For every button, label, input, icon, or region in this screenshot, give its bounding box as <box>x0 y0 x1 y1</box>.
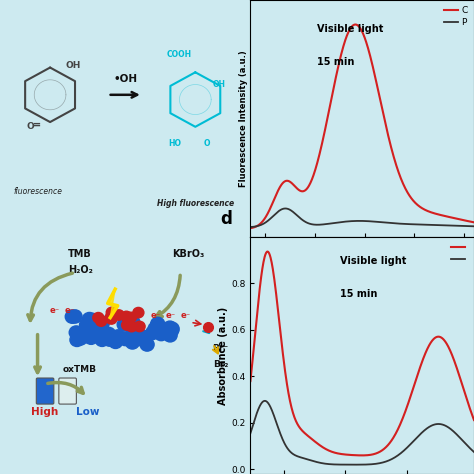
Circle shape <box>151 317 164 330</box>
Circle shape <box>154 328 168 341</box>
Polygon shape <box>108 289 118 318</box>
Circle shape <box>163 321 177 334</box>
Text: fluorescence: fluorescence <box>13 187 62 196</box>
Circle shape <box>84 331 98 345</box>
Circle shape <box>102 333 117 346</box>
Text: H₂O₂: H₂O₂ <box>68 265 92 275</box>
Circle shape <box>82 312 96 326</box>
Circle shape <box>146 326 160 339</box>
Text: O: O <box>204 138 210 147</box>
Circle shape <box>118 332 132 346</box>
Circle shape <box>80 328 93 341</box>
Text: d: d <box>221 210 233 228</box>
Circle shape <box>148 322 162 335</box>
Circle shape <box>133 308 144 318</box>
Circle shape <box>126 336 139 349</box>
Circle shape <box>78 328 92 341</box>
Text: Low: Low <box>76 407 100 417</box>
Circle shape <box>135 330 149 343</box>
Circle shape <box>109 335 123 348</box>
Circle shape <box>134 321 145 332</box>
Text: •OH: •OH <box>113 74 137 84</box>
FancyBboxPatch shape <box>36 378 54 404</box>
Circle shape <box>109 334 123 347</box>
Circle shape <box>140 338 154 351</box>
Circle shape <box>127 325 140 338</box>
Text: e⁻: e⁻ <box>165 310 175 319</box>
Circle shape <box>65 310 79 323</box>
Circle shape <box>96 316 107 326</box>
Circle shape <box>128 328 141 342</box>
Text: Visible light: Visible light <box>340 256 406 266</box>
Circle shape <box>163 328 177 342</box>
Text: O: O <box>27 122 34 131</box>
Circle shape <box>73 332 87 345</box>
Y-axis label: Absorbance (a.u.): Absorbance (a.u.) <box>219 306 228 405</box>
Text: e⁻: e⁻ <box>150 310 160 319</box>
Text: OH: OH <box>213 80 226 89</box>
Circle shape <box>82 320 96 333</box>
Legend: , : , <box>450 242 469 266</box>
Circle shape <box>95 317 109 330</box>
Circle shape <box>121 311 132 322</box>
Text: e⁻: e⁻ <box>204 324 212 330</box>
Circle shape <box>81 329 95 343</box>
Circle shape <box>85 313 100 327</box>
Text: Br⁻: Br⁻ <box>212 344 228 353</box>
Text: e⁻: e⁻ <box>50 306 60 315</box>
X-axis label: Wavelength (nm): Wavelength (nm) <box>315 254 410 264</box>
Legend: C, P: C, P <box>442 5 469 29</box>
Circle shape <box>93 312 104 323</box>
Text: e⁻: e⁻ <box>65 306 75 315</box>
Circle shape <box>94 328 108 341</box>
FancyBboxPatch shape <box>59 378 76 404</box>
Circle shape <box>126 316 140 329</box>
Text: e⁻: e⁻ <box>180 310 191 319</box>
Circle shape <box>111 330 125 343</box>
Text: Br₂: Br₂ <box>213 360 228 369</box>
Text: HO: HO <box>169 138 182 147</box>
Text: TMB: TMB <box>68 249 92 259</box>
Text: 15 min: 15 min <box>318 57 355 67</box>
Circle shape <box>68 310 82 323</box>
Text: COOH: COOH <box>166 50 191 59</box>
Circle shape <box>137 334 152 347</box>
Circle shape <box>106 314 117 324</box>
Circle shape <box>106 307 117 318</box>
Circle shape <box>101 328 116 341</box>
Text: 15 min: 15 min <box>340 289 377 299</box>
Circle shape <box>105 312 116 322</box>
Circle shape <box>69 326 83 339</box>
Circle shape <box>94 316 108 329</box>
Circle shape <box>165 322 179 336</box>
Y-axis label: Fluorescence Intensity (a.u.): Fluorescence Intensity (a.u.) <box>238 50 247 187</box>
Text: oxTMB: oxTMB <box>63 365 97 374</box>
Text: KBrO₃: KBrO₃ <box>172 249 204 259</box>
Text: High: High <box>31 407 59 417</box>
Circle shape <box>95 333 109 346</box>
Text: High fluorescence: High fluorescence <box>157 199 234 208</box>
Circle shape <box>125 312 137 323</box>
Circle shape <box>121 320 133 330</box>
Circle shape <box>70 333 84 346</box>
Circle shape <box>80 319 93 332</box>
Circle shape <box>127 319 141 333</box>
Circle shape <box>113 310 124 320</box>
Text: Visible light: Visible light <box>318 24 384 34</box>
Circle shape <box>117 318 131 331</box>
Text: OH: OH <box>66 61 82 70</box>
Circle shape <box>126 321 137 332</box>
Text: =: = <box>33 120 41 130</box>
Circle shape <box>164 324 179 337</box>
